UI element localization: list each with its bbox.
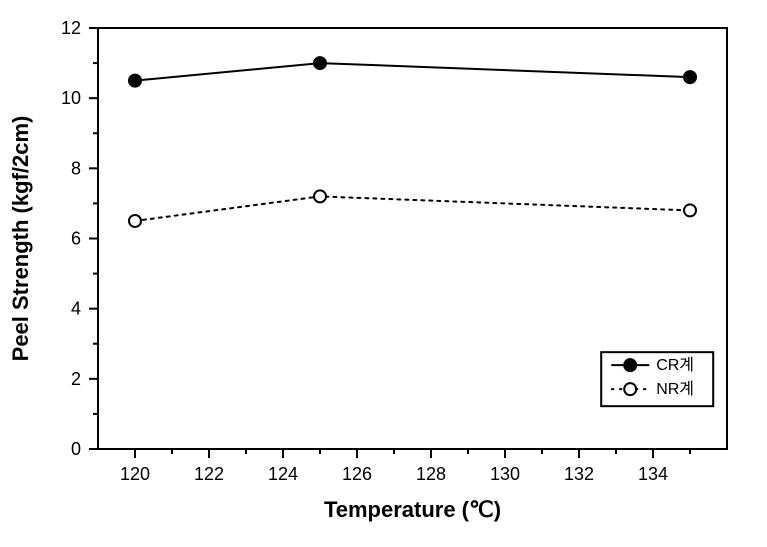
svg-text:4: 4: [71, 299, 81, 319]
svg-text:2: 2: [71, 369, 81, 389]
svg-text:128: 128: [416, 464, 446, 484]
svg-text:6: 6: [71, 229, 81, 249]
svg-text:12: 12: [61, 18, 81, 38]
svg-text:120: 120: [120, 464, 150, 484]
svg-text:134: 134: [638, 464, 668, 484]
svg-text:124: 124: [268, 464, 298, 484]
svg-text:0: 0: [71, 439, 81, 459]
svg-text:Temperature (℃): Temperature (℃): [324, 497, 501, 522]
svg-text:NR계: NR계: [656, 380, 694, 398]
svg-text:126: 126: [342, 464, 372, 484]
line-chart: 120 122 124 126 128 130 132 134 0 2 4 6 8 10 12 Tempera…: [0, 0, 767, 547]
svg-text:10: 10: [61, 88, 81, 108]
svg-text:Peel Strength (kgf/2cm): Peel Strength (kgf/2cm): [8, 116, 33, 362]
svg-text:130: 130: [490, 464, 520, 484]
svg-text:CR계: CR계: [656, 356, 694, 374]
svg-text:132: 132: [564, 464, 594, 484]
svg-text:122: 122: [194, 464, 224, 484]
svg-text:8: 8: [71, 158, 81, 178]
chart-container: 120 122 124 126 128 130 132 134 0 2 4 6 8 10 12 Tempera…: [0, 0, 767, 547]
